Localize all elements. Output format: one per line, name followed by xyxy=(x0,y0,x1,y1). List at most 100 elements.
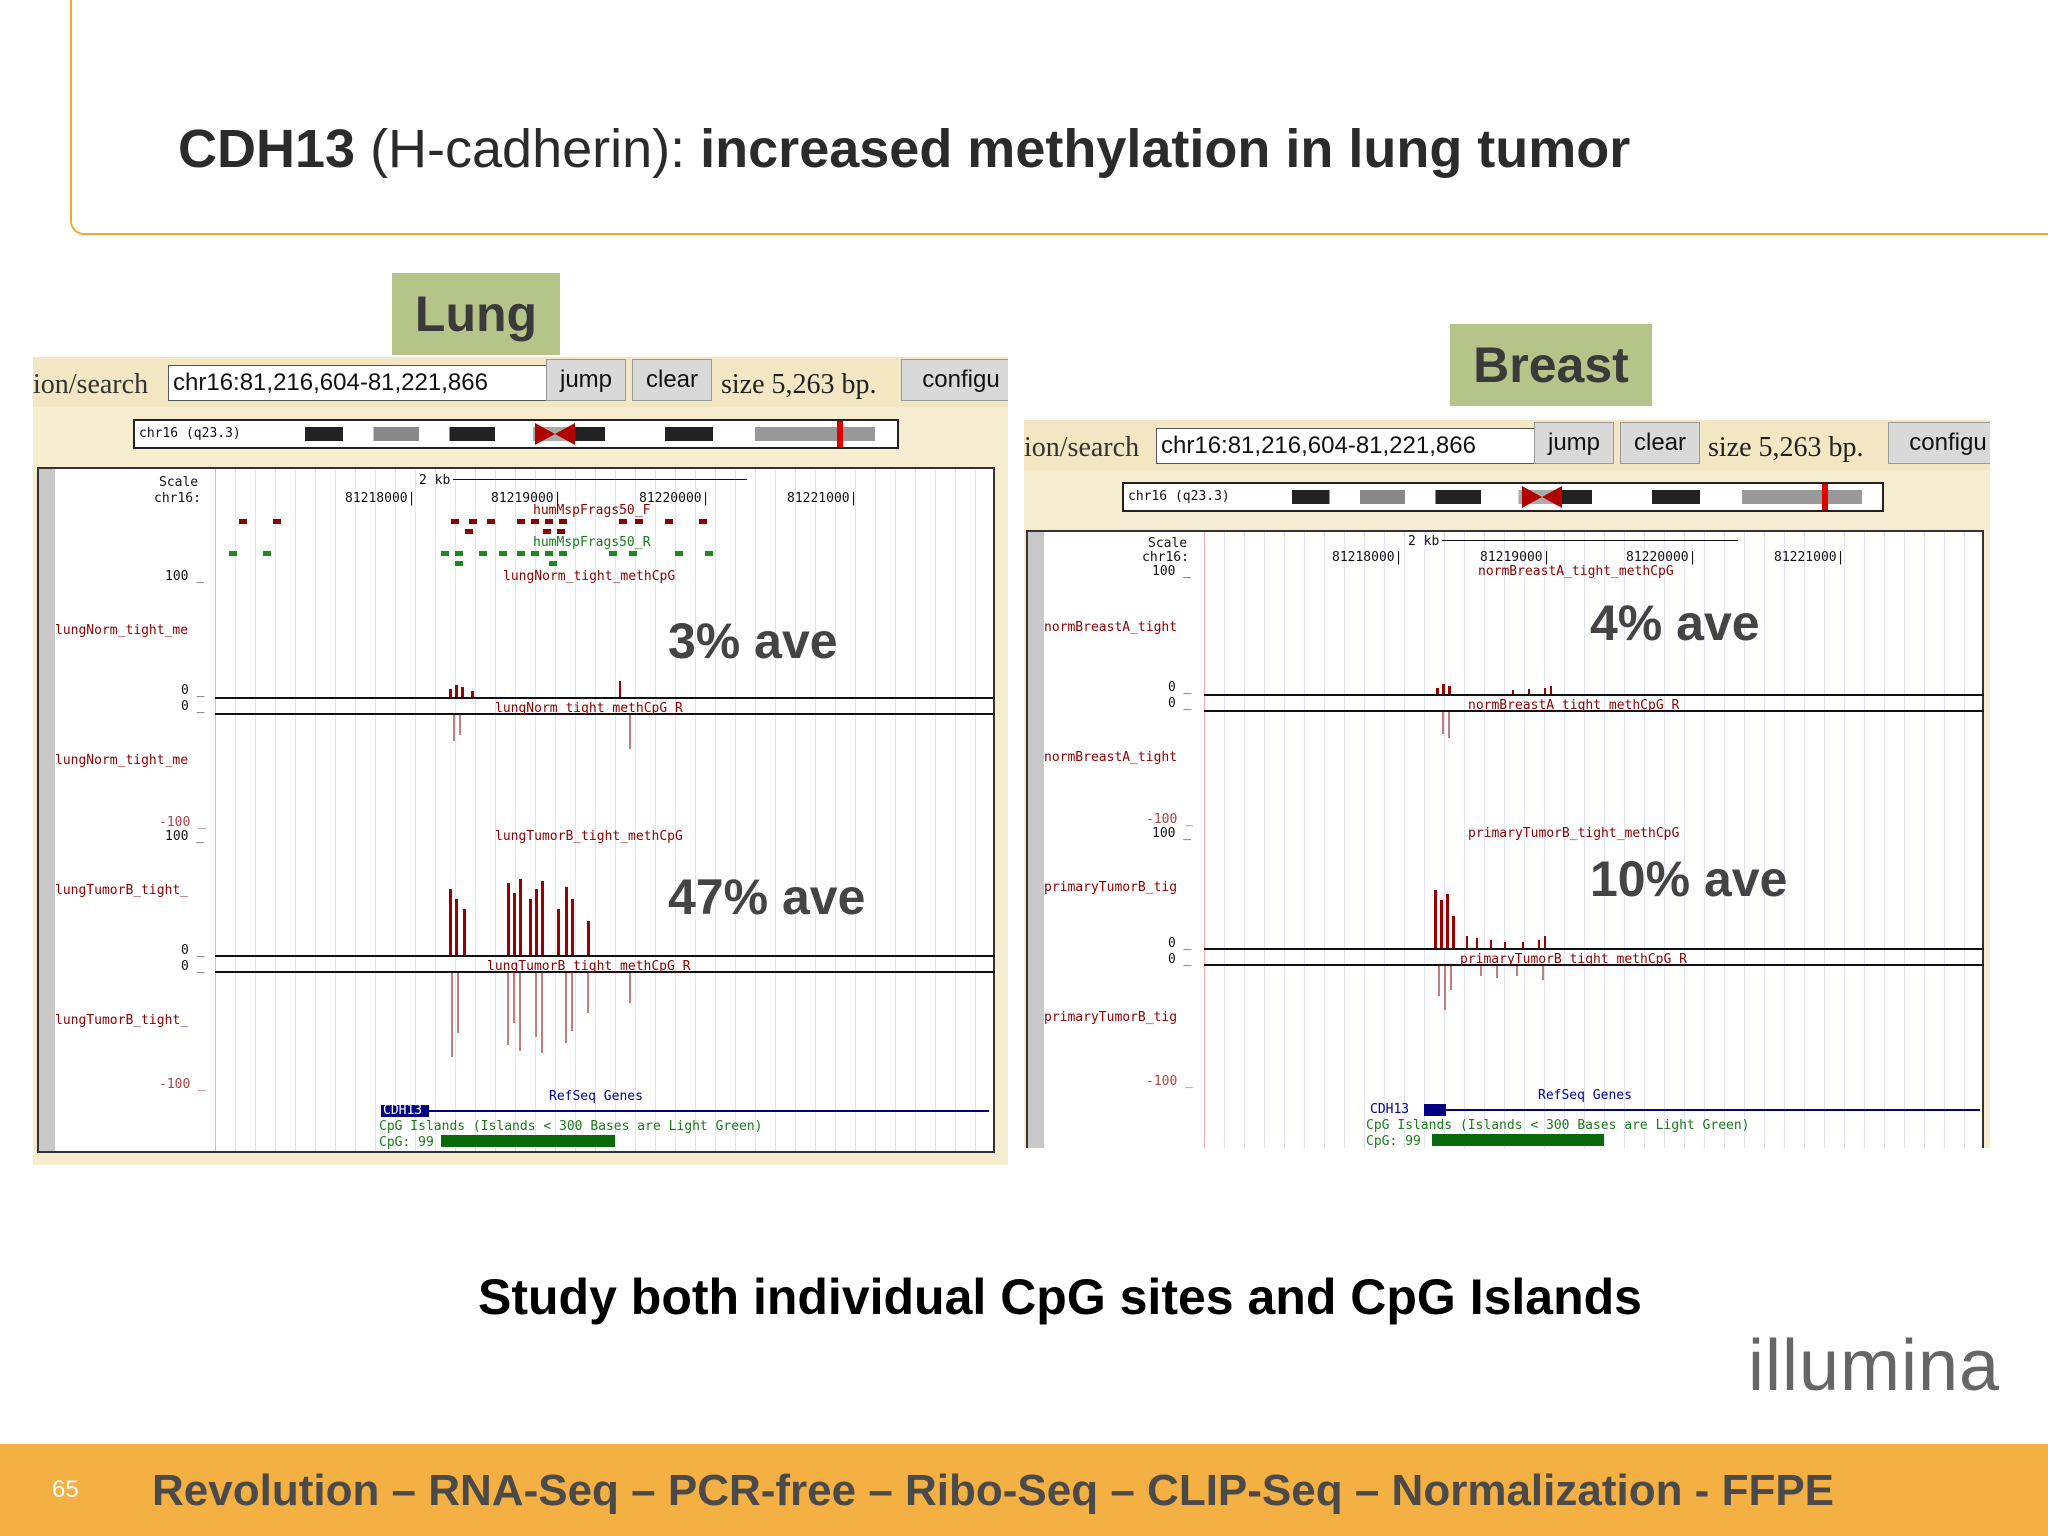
breast-tag: Breast xyxy=(1450,324,1652,406)
lung-pos2: 81219000| xyxy=(491,491,562,506)
lung-track-area: Scale chr16: 2 kb 81218000| 81219000| 81… xyxy=(37,467,995,1153)
breast-position-input[interactable]: chr16:81,216,604-81,221,866 xyxy=(1156,428,1546,464)
title-claim: increased methylation in lung tumor xyxy=(700,119,1631,179)
breast-scale-label: Scale xyxy=(1148,536,1188,551)
breast-tumor-track-title: primaryTumorB_tight_methCpG xyxy=(1468,826,1680,841)
lung-track-f-label: humMspFrags50_F xyxy=(533,503,651,518)
lung-tag: Lung xyxy=(392,273,560,355)
lung-track-r-label: humMspFrags50_R xyxy=(533,535,651,550)
lung-ideogram: chr16 (q23.3) xyxy=(133,419,899,449)
lung-jump-button[interactable]: jump xyxy=(546,359,626,401)
lung-tumor-r-track-title: lungTumorB_tight_methCpG_R xyxy=(487,959,691,974)
lung-position-input[interactable]: chr16:81,216,604-81,221,866 xyxy=(168,365,568,401)
lung-ideogram-marker xyxy=(837,421,843,447)
lung-browser-panel: ion/search chr16:81,216,604-81,221,866 j… xyxy=(33,357,1008,1165)
lung-chrom-label: chr16: xyxy=(154,491,201,506)
breast-pos4: 81221000| xyxy=(1774,550,1845,565)
breast-tumor-r-track-title: primaryTumorB_tight_methCpG_R xyxy=(1460,952,1687,967)
breast-pos1: 81218000| xyxy=(1332,550,1403,565)
breast-chrom-label: chr16: xyxy=(1142,550,1189,565)
breast-ideogram-bands xyxy=(1254,490,1632,504)
slide-subtitle: Study both individual CpG sites and CpG … xyxy=(478,1269,1642,1325)
lung-y0-c: 0 _ xyxy=(181,943,205,958)
lung-tumor-side-label: lungTumorB_tight_ xyxy=(55,883,189,898)
lung-ideogram-label: chr16 (q23.3) xyxy=(139,426,241,441)
lung-pos3: 81220000| xyxy=(639,491,710,506)
breast-browser-panel: ion/search chr16:81,216,604-81,221,866 j… xyxy=(1024,420,1990,1148)
breast-gene-label[interactable]: CDH13 xyxy=(1370,1102,1410,1117)
footer-text: Revolution – RNA-Seq – PCR-free – Ribo-S… xyxy=(152,1466,1835,1515)
breast-ideogram-marker xyxy=(1822,484,1828,510)
lung-configure-button[interactable]: configu xyxy=(901,359,1008,401)
breast-track-area: Scale chr16: 2 kb 81218000| 81219000| 81… xyxy=(1026,530,1984,1148)
lung-tumor-r-side-label: lungTumorB_tight_ xyxy=(55,1013,189,1028)
breast-y0-c: 0 _ xyxy=(1168,936,1192,951)
lung-yn100-a: -100 _ xyxy=(159,815,206,830)
lung-tumor-ave: 47% ave xyxy=(668,869,866,925)
breast-y100-a: 100 _ xyxy=(1152,564,1192,579)
breast-clear-button[interactable]: clear xyxy=(1620,422,1700,464)
breast-normal-side-label: normBreastA_tight xyxy=(1044,620,1178,635)
illumina-logo: illumina xyxy=(1748,1326,2001,1406)
breast-jump-button[interactable]: jump xyxy=(1534,422,1614,464)
lung-kb-label: 2 kb xyxy=(419,473,451,488)
lung-normal-track-title: lungNorm_tight_methCpG xyxy=(503,569,676,584)
lung-y0-d: 0 _ xyxy=(181,959,205,974)
lung-cpg-island-bar xyxy=(441,1135,615,1147)
lung-gene-model xyxy=(429,1110,989,1112)
breast-normal-ave: 4% ave xyxy=(1590,595,1760,651)
lung-normal-ave: 3% ave xyxy=(668,613,838,669)
title-alias: (H-cadherin): xyxy=(355,119,701,179)
lung-pos4: 81221000| xyxy=(787,491,858,506)
lung-nav-label: ion/search xyxy=(33,369,149,400)
slide-title: CDH13 (H-cadherin): increased methylatio… xyxy=(178,118,1630,180)
breast-pos3: 81220000| xyxy=(1626,550,1697,565)
lung-nav-bar: ion/search chr16:81,216,604-81,221,866 j… xyxy=(33,357,1008,407)
lung-clear-button[interactable]: clear xyxy=(632,359,712,401)
title-frame xyxy=(70,0,2048,235)
breast-kb-label: 2 kb xyxy=(1408,534,1440,549)
lung-normal-side-label: lungNorm_tight_me xyxy=(55,623,189,638)
breast-normal-track-title: normBreastA_tight_methCpG xyxy=(1478,564,1674,579)
lung-y100-b: 100 _ xyxy=(165,829,205,844)
lung-normal-r-track-title: lungNorm_tight_methCpG_R xyxy=(495,701,683,716)
breast-ideogram-label: chr16 (q23.3) xyxy=(1128,489,1230,504)
footer-bar: 65 Revolution – RNA-Seq – PCR-free – Rib… xyxy=(0,1444,2048,1536)
breast-track-sidebar[interactable] xyxy=(1028,532,1044,1148)
breast-y0-b: 0 _ xyxy=(1168,696,1192,711)
lung-gene-label[interactable]: CDH13 xyxy=(383,1103,423,1118)
breast-refseq-label: RefSeq Genes xyxy=(1538,1088,1632,1103)
breast-y0-a: 0 _ xyxy=(1168,680,1192,695)
lung-y100-a: 100 _ xyxy=(165,569,205,584)
breast-yn100-a: -100 _ xyxy=(1146,812,1193,827)
breast-nav-label: ion/search xyxy=(1024,432,1140,463)
breast-cpg-island-bar xyxy=(1432,1134,1604,1146)
breast-tumor-side-label: primaryTumorB_tig xyxy=(1044,880,1178,895)
breast-size-label: size 5,263 bp. xyxy=(1708,432,1864,463)
breast-pos2: 81219000| xyxy=(1480,550,1551,565)
breast-yn100-b: -100 _ xyxy=(1146,1074,1193,1089)
breast-y0-d: 0 _ xyxy=(1168,952,1192,967)
breast-cpg-islands-label: CpG Islands (Islands < 300 Bases are Lig… xyxy=(1366,1118,1750,1133)
lung-size-label: size 5,263 bp. xyxy=(721,369,877,400)
lung-cpg-label: CpG: 99 xyxy=(379,1135,434,1150)
breast-normal-r-side-label: normBreastA_tight xyxy=(1044,750,1178,765)
lung-pos1: 81218000| xyxy=(345,491,416,506)
lung-yn100-b: -100 _ xyxy=(159,1077,206,1092)
lung-y0-a: 0 _ xyxy=(181,683,205,698)
lung-y0-b: 0 _ xyxy=(181,699,205,714)
lung-tumor-track-title: lungTumorB_tight_methCpG xyxy=(495,829,683,844)
lung-refseq-label: RefSeq Genes xyxy=(549,1089,643,1104)
lung-scale-label: Scale xyxy=(159,475,199,490)
breast-normal-r-track-title: normBreastA_tight_methCpG_R xyxy=(1468,698,1680,713)
lung-ideogram-bands xyxy=(267,427,647,441)
breast-tumor-ave: 10% ave xyxy=(1590,851,1788,907)
breast-configure-button[interactable]: configu xyxy=(1888,422,1990,464)
breast-nav-bar: ion/search chr16:81,216,604-81,221,866 j… xyxy=(1024,420,1990,470)
breast-y100-b: 100 _ xyxy=(1152,826,1192,841)
lung-track-sidebar[interactable] xyxy=(39,469,55,1151)
breast-tumor-r-side-label: primaryTumorB_tig xyxy=(1044,1010,1178,1025)
title-gene: CDH13 xyxy=(178,119,356,179)
lung-cpg-islands-label: CpG Islands (Islands < 300 Bases are Lig… xyxy=(379,1119,763,1134)
breast-ideogram: chr16 (q23.3) xyxy=(1122,482,1884,512)
